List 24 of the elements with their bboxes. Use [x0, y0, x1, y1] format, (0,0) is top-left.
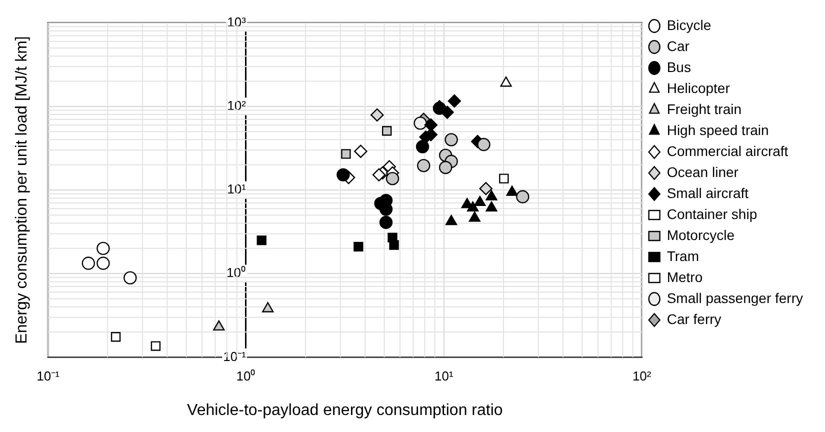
legend-label: Helicopter [666, 80, 730, 96]
legend-label: Tram [666, 248, 699, 264]
x-tick-label: 10² [632, 368, 652, 384]
legend-label: Car [666, 38, 690, 54]
legend-label: Bicycle [666, 16, 712, 33]
legend-label: High speed train [666, 122, 769, 138]
legend-label: Container ship [666, 206, 758, 222]
x-axis-title: Vehicle-to-payload energy consumption ratio [187, 402, 503, 419]
y-tick-label: 10¹ [227, 182, 247, 197]
x-tick-label: 10¹ [434, 368, 454, 384]
y-axis-title: Energy consumption per unit load [MJ/t km] [13, 36, 30, 344]
legend-label: Ocean liner [666, 164, 739, 180]
legend-label: Commercial aircraft [666, 142, 788, 159]
legend-label: Metro [666, 268, 703, 285]
legend-label: Small passenger ferry [666, 290, 804, 306]
legend-label: Car ferry [666, 310, 722, 327]
y-tick-label: 10⁰ [226, 265, 246, 280]
x-tick-label: 10⁻¹ [36, 368, 60, 384]
legend-label: Freight train [666, 100, 742, 117]
y-tick-label: 10² [227, 98, 247, 113]
legend-label: Bus [666, 58, 691, 75]
legend-label: Small aircraft [666, 184, 749, 201]
legend-label: Motorcycle [666, 226, 735, 243]
y-tick-label: 10³ [227, 14, 247, 30]
